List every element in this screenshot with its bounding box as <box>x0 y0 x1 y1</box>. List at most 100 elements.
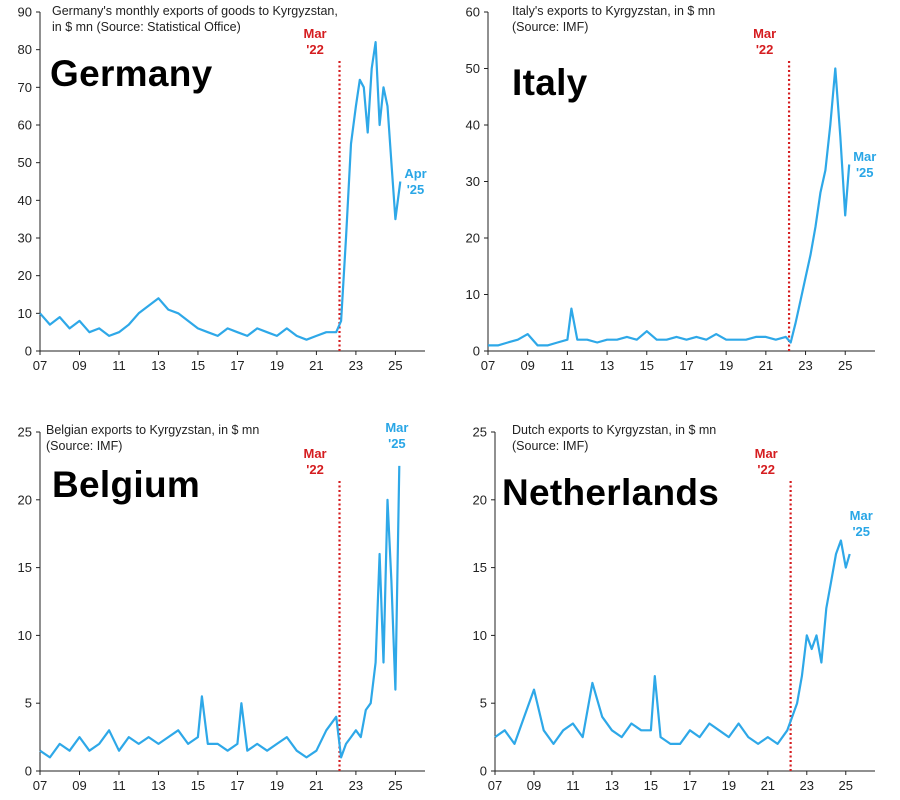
x-tick-label: 09 <box>72 358 86 373</box>
y-tick-label: 30 <box>18 231 32 246</box>
end-label-month: Mar <box>853 148 877 164</box>
event-label-month: Mar <box>753 26 777 41</box>
x-tick-label: 25 <box>839 778 853 793</box>
x-tick-label: 07 <box>488 778 502 793</box>
y-tick-label: 80 <box>18 42 32 57</box>
x-tick-label: 21 <box>759 358 773 373</box>
chart-svg: 0 5 10 15 20 25 07 09 11 13 15 17 19 21 23 25 <box>473 425 875 793</box>
y-tick-label: 20 <box>473 492 487 507</box>
end-label-year: '25 <box>406 181 425 197</box>
chart-subtitle: Germany's monthly exports of goods to Ky… <box>52 3 338 35</box>
y-tick-label: 0 <box>480 764 487 779</box>
y-tick-label: 15 <box>473 560 487 575</box>
y-tick-label: 5 <box>25 696 32 711</box>
series-line <box>39 40 402 341</box>
end-point-label: Mar '25 <box>850 508 873 540</box>
event-label-month: Mar <box>303 446 327 461</box>
x-tick-label: 15 <box>640 358 654 373</box>
x-tick-label: 19 <box>722 778 736 793</box>
event-marker-label: Mar '22 <box>755 446 778 478</box>
x-tick-label: 15 <box>191 358 205 373</box>
y-tick-label: 10 <box>18 628 32 643</box>
event-label-year: '22 <box>306 42 324 57</box>
x-tick-label: 11 <box>566 778 580 793</box>
chart-svg: 0 10 20 30 40 50 60 70 80 90 07 09 11 13 15 17 19 21 23 25 <box>18 5 425 373</box>
country-title: Netherlands <box>502 472 720 513</box>
chart-title-line: Belgian exports to Kyrgyzstan, in $ mn <box>46 423 260 437</box>
y-tick-label: 10 <box>473 628 487 643</box>
x-tick-label: 11 <box>112 358 126 373</box>
x-tick-label: 11 <box>112 778 126 793</box>
x-tick-label: 07 <box>481 358 495 373</box>
chart-title-line: Italy's exports to Kyrgyzstan, in $ mn <box>512 4 716 18</box>
end-point-label: Mar '25 <box>853 149 876 181</box>
chart-source-line: (Source: IMF) <box>512 20 589 34</box>
end-point-label: Mar '25 <box>385 420 408 452</box>
chart-source-line: (Source: IMF) <box>512 439 589 453</box>
series-line <box>488 67 851 347</box>
event-label-year: '22 <box>306 462 324 477</box>
y-tick-label: 25 <box>18 425 32 440</box>
end-label-month: Mar <box>385 420 409 435</box>
x-tick-label: 09 <box>527 778 541 793</box>
y-tick-label: 40 <box>466 118 480 133</box>
y-tick-label: 60 <box>18 118 32 133</box>
series-line <box>39 465 401 759</box>
y-tick-label: 15 <box>18 560 32 575</box>
germany-chart-panel: 0 10 20 30 40 50 60 70 80 90 07 09 11 13 15 17 19 21 23 25 … <box>0 0 450 400</box>
series-line <box>494 539 851 745</box>
country-title: Belgium <box>52 464 201 505</box>
end-point-label: Apr '25 <box>404 166 426 198</box>
end-label-month: Mar <box>849 508 873 524</box>
belgium-chart-panel: 0 5 10 15 20 25 07 09 11 13 15 17 19 21 23 25 Belgian e… <box>0 400 450 800</box>
y-tick-label: 20 <box>18 268 32 283</box>
chart-source-line: (Source: IMF) <box>46 439 123 453</box>
y-tick-label: 20 <box>18 492 32 507</box>
y-tick-label: 25 <box>473 425 487 440</box>
y-tick-label: 50 <box>466 61 480 76</box>
chart-subtitle: Dutch exports to Kyrgyzstan, in $ mn (So… <box>512 422 716 454</box>
end-label-year: '25 <box>852 524 870 540</box>
x-tick-label: 19 <box>270 778 284 793</box>
x-tick-label: 19 <box>719 358 733 373</box>
chart-subtitle: Italy's exports to Kyrgyzstan, in $ mn (… <box>512 3 715 35</box>
x-tick-label: 13 <box>605 778 619 793</box>
x-tick-label: 17 <box>230 358 244 373</box>
y-tick-label: 0 <box>25 764 32 779</box>
event-marker-label: Mar '22 <box>753 26 776 58</box>
y-tick-label: 70 <box>18 80 32 95</box>
x-tick-label: 21 <box>761 778 775 793</box>
x-tick-label: 13 <box>151 778 165 793</box>
y-tick-label: 40 <box>18 193 32 208</box>
event-label-month: Mar <box>303 26 327 41</box>
y-tick-label: 10 <box>18 306 32 321</box>
y-tick-label: 10 <box>466 287 480 302</box>
chart-title-line: Germany's monthly exports of goods to Ky… <box>52 4 338 18</box>
end-label-month: Apr <box>404 165 427 181</box>
x-tick-label: 21 <box>309 778 323 793</box>
x-tick-label: 13 <box>151 358 165 373</box>
chart-subtitle: Belgian exports to Kyrgyzstan, in $ mn (… <box>46 422 259 454</box>
x-tick-label: 13 <box>600 358 614 373</box>
x-tick-label: 17 <box>683 778 697 793</box>
x-tick-label: 09 <box>520 358 534 373</box>
x-tick-label: 23 <box>349 778 363 793</box>
y-tick-label: 20 <box>466 231 480 246</box>
chart-source-line: in $ mn (Source: Statistical Office) <box>52 20 241 34</box>
event-label-year: '22 <box>755 42 774 57</box>
end-label-year: '25 <box>855 164 874 180</box>
x-tick-label: 25 <box>838 358 852 373</box>
x-tick-label: 07 <box>33 358 47 373</box>
x-tick-label: 25 <box>388 358 402 373</box>
italy-chart-panel: 0 10 20 30 40 50 60 07 09 11 13 15 17 19 21 23 25 Italy'… <box>450 0 900 400</box>
x-tick-label: 25 <box>388 778 402 793</box>
chart-svg: 0 10 20 30 40 50 60 07 09 11 13 15 17 19 21 23 25 <box>466 5 875 373</box>
y-tick-label: 0 <box>473 344 480 359</box>
x-tick-label: 23 <box>349 358 363 373</box>
chart-title-line: Dutch exports to Kyrgyzstan, in $ mn <box>512 423 717 437</box>
country-title: Germany <box>50 53 213 94</box>
x-tick-label: 17 <box>230 778 244 793</box>
x-tick-label: 09 <box>72 778 86 793</box>
y-tick-label: 60 <box>466 5 480 20</box>
